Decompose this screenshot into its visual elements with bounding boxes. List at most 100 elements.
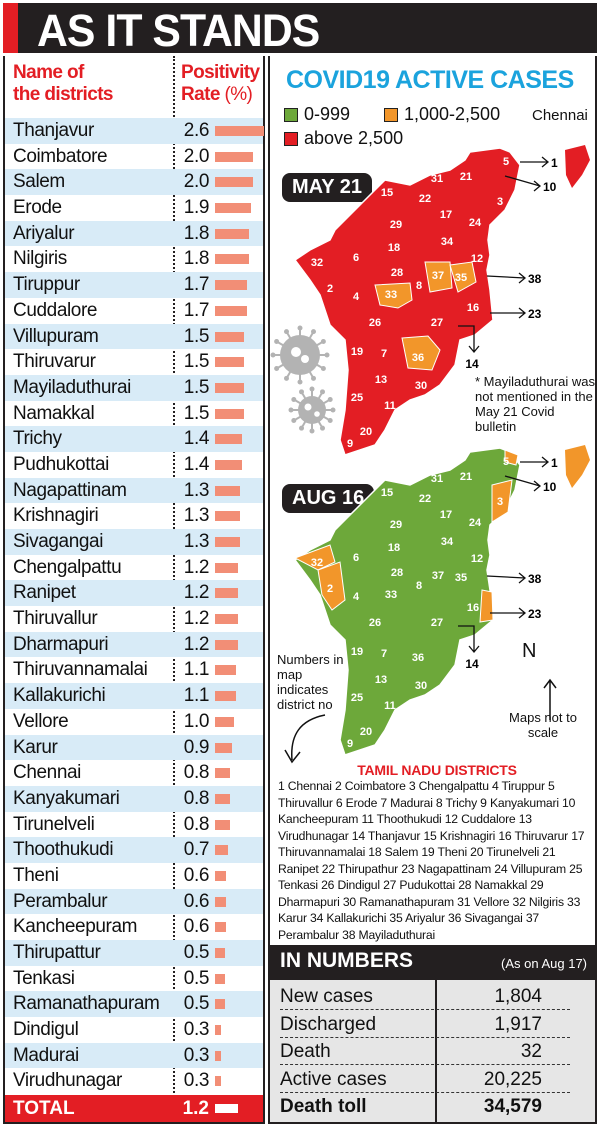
map-panel: COVID19 ACTIVE CASES 0-999 1,000-2,500 a… (268, 56, 597, 1124)
table-row: Thiruvallur 1.2 (5, 606, 263, 632)
rate-bar (215, 716, 234, 727)
rate-value: 0.6 (183, 864, 210, 886)
district-name: Nagapattinam (13, 479, 127, 501)
table-row: Salem 2.0 (5, 169, 263, 196)
rate-value: 2.0 (183, 171, 210, 193)
table-row: Tirunelveli 0.8 (5, 812, 263, 838)
rate-value: 1.7 (183, 274, 210, 296)
rate-value: 1.2 (183, 608, 210, 630)
rate-value: 0.5 (183, 967, 210, 989)
district-name: Erode (13, 197, 62, 219)
table-row: Ranipet 1.2 (5, 580, 263, 607)
district-name: Ranipet (13, 582, 76, 604)
table-row: Nilgiris 1.8 (5, 246, 263, 272)
numbers-row: New cases 1,804 (280, 983, 570, 1010)
numbers-row: Discharged 1,917 (280, 1011, 570, 1038)
district-name: Thiruvallur (13, 608, 98, 630)
table-row: Erode 1.9 (5, 195, 263, 221)
rate-value: 0.7 (183, 839, 210, 861)
map-date-may: MAY 21 (282, 173, 373, 202)
district-key-title: TAMIL NADU DISTRICTS (357, 762, 517, 778)
numbers-value: 20,225 (483, 1068, 542, 1090)
rate-bar (215, 691, 236, 702)
table-row: Tenkasi 0.5 (5, 966, 263, 992)
district-name: Pudhukottai (13, 453, 109, 475)
table-row: Coimbatore 2.0 (5, 144, 263, 170)
district-name: Ariyalur (13, 222, 75, 244)
district-name: Thirupattur (13, 942, 101, 963)
legend-item-orange: 1,000-2,500 (384, 104, 500, 125)
district-name: Sivagangai (13, 531, 104, 552)
district-name: Perambalur (13, 890, 108, 912)
district-name: Kancheepuram (13, 916, 138, 938)
red-stripe (3, 3, 18, 53)
rate-value: 1.5 (183, 351, 210, 373)
rate-value: 1.8 (183, 222, 210, 244)
rate-bar (215, 999, 225, 1010)
table-row: Namakkal 1.5 (5, 401, 263, 427)
table-row: Dindigul 0.3 (5, 1017, 263, 1043)
numbers-label: Death (280, 1041, 331, 1062)
rate-value: 2.0 (183, 145, 210, 167)
numbers-value: 1,804 (494, 986, 542, 1007)
rate-bar (215, 382, 244, 393)
rate-value: 2.6 (183, 120, 210, 141)
rate-bar (215, 537, 240, 547)
rate-value: 0.8 (183, 787, 210, 809)
district-name: Tirunelveli (13, 813, 95, 835)
district-name: Trichy (13, 428, 62, 450)
district-name: Karur (13, 736, 58, 758)
table-row: Pudhukottai 1.4 (5, 452, 263, 478)
district-key: TAMIL NADU DISTRICTS 1 Chennai 2 Coimbat… (278, 762, 596, 943)
table-row: Theni 0.6 (5, 863, 263, 889)
rate-bar (215, 305, 248, 316)
numbers-row: Active cases 20,225 (280, 1066, 570, 1093)
table-row: Kallakurichi 1.1 (5, 683, 263, 709)
numbers-label: Discharged (280, 1013, 377, 1035)
numbers-value: 1,917 (494, 1013, 542, 1035)
district-name: Mayiladuthurai (13, 376, 131, 398)
map-title: COVID19 ACTIVE CASES (286, 66, 574, 94)
rate-value: 0.3 (183, 1044, 210, 1066)
rate-value: 0.5 (183, 942, 210, 963)
table-rows: Thanjavur 2.6 Coimbatore 2.0 Salem 2.0 Erode 1.… (5, 118, 265, 1094)
numbers-label: Active cases (280, 1068, 387, 1090)
north-label: N (522, 640, 537, 662)
district-name: Virudhunagar (13, 1070, 122, 1092)
rate-bar (215, 151, 253, 162)
district-name: Tiruppur (13, 274, 80, 296)
rate-value: 1.5 (183, 325, 210, 347)
district-name: Chengalpattu (13, 556, 122, 578)
rate-bar (215, 485, 240, 496)
numbers-value: 32 (520, 1041, 542, 1062)
rate-bar (215, 1076, 221, 1087)
rate-bar (215, 280, 248, 291)
rate-bar (215, 948, 225, 958)
table-row: Vellore 1.0 (5, 709, 263, 735)
numbers-row: Death 32 (280, 1038, 570, 1065)
table-row: Thanjavur 2.6 (5, 118, 265, 144)
rate-value: 1.7 (183, 299, 210, 321)
rate-bar (215, 408, 244, 419)
in-numbers-title: IN NUMBERS (280, 949, 414, 972)
rate-bar (215, 177, 253, 188)
rate-bar (215, 331, 244, 342)
rate-bar (215, 1050, 221, 1061)
rate-value: 1.2 (183, 556, 210, 578)
rate-value: 1.5 (183, 376, 210, 398)
in-numbers-header: IN NUMBERS (As on Aug 17) (270, 945, 595, 980)
table-row: Ramanathapuram 0.5 (5, 991, 263, 1018)
table-row: Thoothukudi 0.7 (5, 837, 263, 863)
legend-label: 1,000-2,500 (404, 104, 501, 124)
in-numbers-date: (As on Aug 17) (501, 956, 587, 971)
rate-value: 1.2 (183, 633, 210, 655)
rate-bar (215, 459, 242, 470)
table-row: Karur 0.9 (5, 734, 263, 761)
table-row: Ariyalur 1.8 (5, 220, 263, 247)
rate-value: 1.3 (183, 479, 210, 501)
rate-bar (215, 870, 227, 881)
col-header-district: Name of the districts (13, 62, 114, 105)
table-row: Thiruvannamalai 1.1 (5, 657, 263, 683)
district-name: Thiruvarur (13, 351, 96, 373)
scale-note: Maps not to scale (509, 710, 577, 740)
